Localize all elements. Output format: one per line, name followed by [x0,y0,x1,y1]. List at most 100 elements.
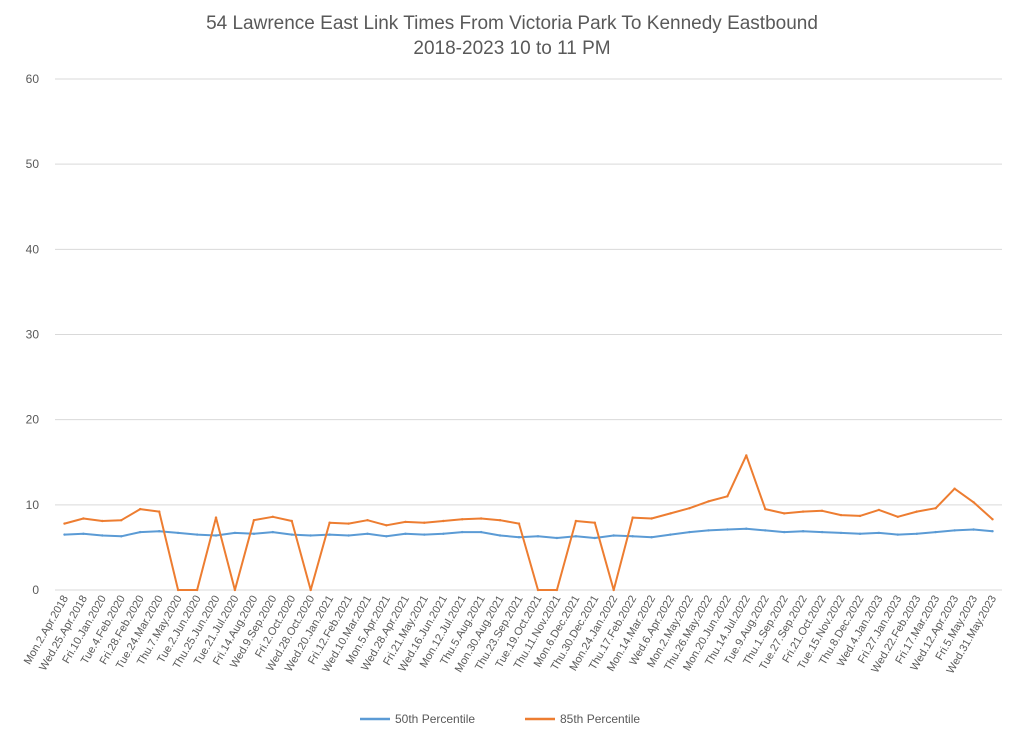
data-point [158,530,161,533]
y-tick-label: 0 [32,583,39,597]
data-point [290,533,293,536]
data-point [214,534,218,537]
data-point [139,530,142,534]
data-point [82,517,85,520]
data-point [423,533,426,536]
data-point [801,530,805,533]
data-point [404,532,407,535]
data-point [820,530,824,534]
data-point [839,531,843,535]
data-point [498,519,502,522]
data-point [896,515,899,518]
y-tick-label: 40 [26,242,40,256]
data-point [479,530,483,534]
series-line [64,527,993,539]
data-point [972,501,975,504]
data-point [650,536,653,539]
data-point [574,519,578,523]
data-point [953,529,956,532]
data-point [328,521,331,524]
data-point [385,535,388,538]
data-point [252,532,256,535]
data-point [498,534,502,537]
data-point [120,519,123,522]
data-point [176,588,180,592]
data-point [953,487,956,490]
data-point [423,521,426,524]
data-point [593,536,596,540]
data-point [612,534,615,537]
data-point [120,535,123,538]
data-point [555,588,559,592]
data-point [858,514,862,518]
data-point [631,535,634,538]
data-point [915,510,918,513]
data-point [631,516,634,519]
data-point [858,532,862,535]
data-point [517,536,521,539]
data-point [726,528,729,531]
data-point [309,588,312,592]
data-point [233,531,237,535]
legend-item-2: 85th Percentile [525,712,640,726]
data-point [176,531,180,535]
data-point [972,528,975,531]
data-point [63,533,66,536]
x-axis-ticks: Mon.2.Apr.2018Wed.25.Apr.2018Fri.10.Jan.… [22,594,999,676]
y-tick-label: 20 [26,413,40,427]
data-point [347,522,350,525]
y-tick-label: 10 [26,498,40,512]
series-line [64,454,994,591]
y-tick-label: 50 [26,157,40,171]
data-point [252,519,256,522]
data-point [934,530,937,534]
data-point [726,495,729,498]
data-point [158,510,161,513]
data-point [707,500,710,503]
data-point [650,517,653,520]
data-point [442,532,445,535]
data-point [536,535,540,538]
data-point [461,518,464,521]
legend: 50th Percentile 85th Percentile [360,712,640,726]
legend-label: 50th Percentile [395,712,475,726]
y-tick-label: 30 [26,328,40,342]
chart-subtitle: 2018-2023 10 to 11 PM [413,38,610,59]
data-point [783,530,786,534]
data-point [214,516,218,519]
data-point [479,517,483,520]
data-point [366,532,369,535]
data-point [764,529,767,532]
data-point [139,507,142,511]
data-point [271,515,274,518]
data-point [82,532,85,535]
data-point [309,534,312,537]
chart-title: 54 Lawrence East Link Times From Victori… [206,13,818,34]
data-point [991,530,994,533]
data-point [593,521,596,524]
series-lines [63,454,994,592]
data-point [101,534,104,537]
data-point [839,513,843,517]
data-point [915,532,918,535]
data-point [877,531,881,535]
data-point [328,533,331,536]
data-point [934,507,937,510]
series-1 [63,527,994,540]
y-axis-ticks: 0 10 20 30 40 50 60 [26,72,40,597]
data-point [991,518,994,521]
data-point [612,588,615,592]
gridlines [55,78,1002,591]
data-point [877,508,881,512]
y-tick-label: 60 [26,72,40,86]
data-point [555,536,559,540]
data-point [63,522,66,525]
data-point [707,529,710,532]
data-point [442,519,445,523]
data-point [233,588,237,592]
data-point [461,530,464,534]
legend-item-1: 50th Percentile [360,712,475,726]
legend-label: 85th Percentile [560,712,640,726]
data-point [764,507,767,511]
data-point [195,533,199,536]
